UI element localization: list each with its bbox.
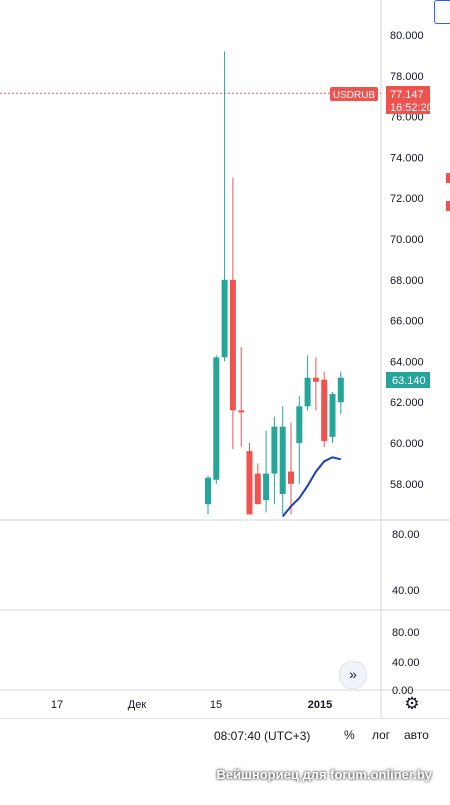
candle-body	[312, 377, 319, 382]
candle	[288, 422, 294, 515]
candle-body	[296, 406, 303, 443]
candle-body	[321, 379, 328, 441]
candle	[213, 355, 220, 484]
indicator-tick-label: 40.00	[392, 657, 420, 669]
candle-body	[213, 357, 220, 480]
candle-body	[229, 279, 236, 411]
candle	[246, 443, 253, 515]
price-tick-label: 62.000	[390, 397, 424, 409]
edge-alert-mark	[446, 201, 450, 211]
time-tick-label: 17	[51, 699, 63, 711]
current-price-label: 77.147 16:52:20	[386, 86, 433, 114]
price-tick-label: 72.000	[390, 193, 424, 205]
candle-body	[246, 451, 253, 515]
price-tick-label: 66.000	[390, 316, 424, 328]
candle-body	[329, 394, 336, 437]
last-close-label: 63.140	[386, 372, 430, 388]
candle	[312, 357, 319, 411]
candle	[337, 371, 344, 415]
time-tick-label: 15	[210, 699, 222, 711]
clock-display: 08:07:40 (UTC+3)	[214, 729, 311, 743]
candle-body	[263, 473, 270, 501]
price-tick-label: 70.000	[390, 234, 424, 246]
candle	[279, 406, 286, 515]
percent-scale-button[interactable]: %	[344, 728, 355, 742]
grid-lines	[0, 0, 450, 718]
footer-area: Вейшнориец для forum.onliner.by	[0, 754, 450, 800]
gear-icon[interactable]: ⚙	[404, 694, 420, 713]
candle	[263, 430, 270, 513]
candle	[238, 347, 245, 448]
time-axis[interactable]: 17 Дек 15 2015	[51, 699, 332, 711]
candle-body	[254, 473, 261, 505]
candle-body	[221, 279, 228, 358]
indicator-tick-label: 80.00	[392, 627, 420, 639]
time-tick-label: Дек	[128, 699, 147, 711]
candle-body	[288, 471, 294, 484]
candle	[229, 177, 236, 450]
edge-alert-mark	[446, 173, 450, 183]
panel-toggle-button[interactable]	[434, 0, 450, 24]
candle	[205, 475, 211, 515]
price-tick-label: 80.000	[390, 30, 424, 42]
bottom-toolbar: 08:07:40 (UTC+3) % лог авто	[0, 718, 450, 755]
price-tick-label: 58.000	[390, 479, 424, 491]
indicator-axis: 80.00 40.00 80.00 40.00 0.00	[392, 529, 420, 697]
price-axis[interactable]: 80.000 78.000 76.000 74.000 72.000 70.000 68.0…	[390, 30, 424, 491]
countdown-value: 16:52:20	[390, 102, 433, 114]
candle	[271, 416, 278, 505]
log-scale-button[interactable]: лог	[372, 728, 391, 742]
candle-body	[271, 426, 278, 474]
price-tick-label: 78.000	[390, 71, 424, 83]
candle-body	[304, 377, 311, 407]
price-tick-label: 68.000	[390, 275, 424, 287]
candle-body	[337, 377, 344, 403]
candle-body	[205, 477, 211, 505]
moving-average-line	[281, 456, 342, 518]
watermark: Вейшнориец для forum.onliner.by	[216, 767, 432, 782]
price-tick-label: 60.000	[390, 438, 424, 450]
price-tick-label: 76.000	[390, 112, 424, 124]
last-close-value: 63.140	[392, 375, 426, 387]
candle-body	[238, 410, 245, 413]
candle	[254, 463, 261, 505]
candle	[221, 51, 228, 362]
symbol-label: USDRUB	[330, 87, 378, 101]
symbol-ticker: USDRUB	[333, 90, 376, 101]
price-tick-label: 64.000	[390, 356, 424, 368]
price-tick-label: 74.000	[390, 152, 424, 164]
candle	[304, 355, 311, 411]
double-chevron-right-icon[interactable]: »	[339, 661, 367, 689]
auto-scale-button[interactable]: авто	[404, 728, 429, 742]
indicator-tick-label: 80.00	[392, 529, 420, 541]
candles-group	[205, 51, 344, 515]
candle-body	[279, 426, 286, 494]
candle	[296, 396, 303, 484]
indicator-tick-label: 40.00	[392, 585, 420, 597]
current-price-value: 77.147	[390, 89, 424, 101]
time-tick-label: 2015	[308, 699, 332, 711]
candle	[321, 371, 328, 448]
candle	[329, 392, 336, 443]
indicator-tick-label: 0.00	[392, 685, 413, 697]
